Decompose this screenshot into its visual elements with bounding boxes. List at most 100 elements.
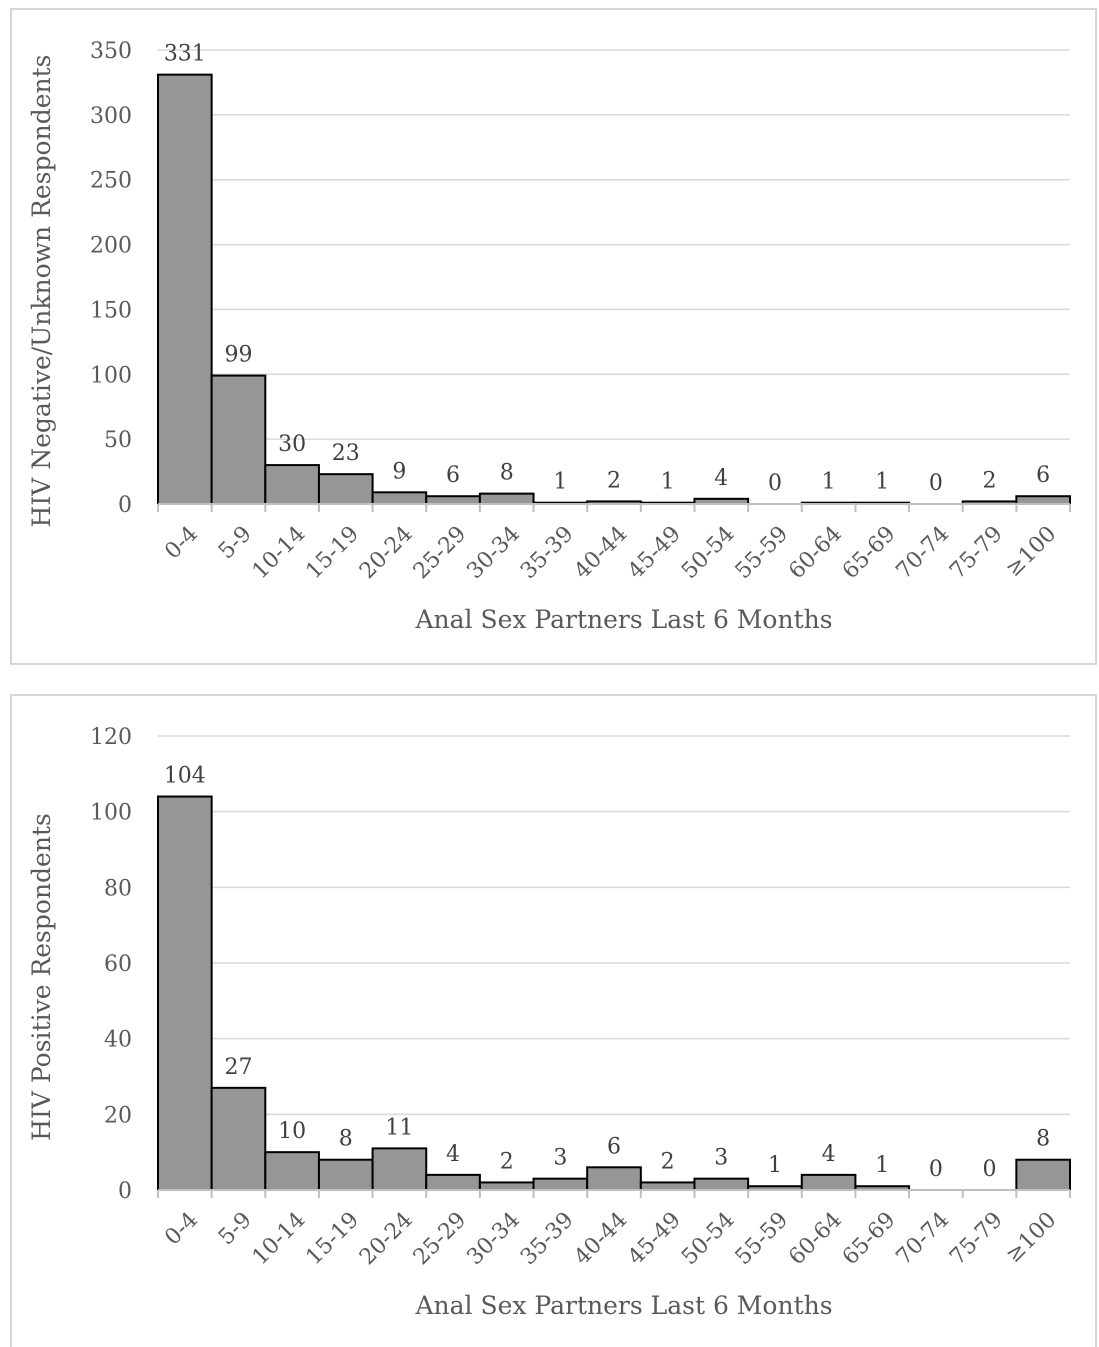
data-label: 2 — [607, 468, 621, 493]
data-label: 6 — [607, 1134, 621, 1159]
x-tick-label: 35-39 — [516, 1208, 579, 1271]
y-tick-label: 80 — [104, 876, 132, 901]
bar — [264, 1151, 320, 1191]
x-tick-label: ≥100 — [1001, 522, 1061, 582]
bar — [425, 495, 481, 505]
y-axis-title: HIV Negative/Unknown Respondents — [27, 55, 56, 528]
x-tick-label: 10-14 — [248, 522, 311, 585]
data-label: 3 — [714, 1146, 728, 1171]
y-tick-label: 150 — [90, 298, 132, 323]
data-label: 1 — [768, 1153, 782, 1178]
data-label: 1 — [661, 470, 675, 495]
bar — [800, 1173, 857, 1192]
data-label: 1 — [875, 1153, 889, 1178]
x-tick-label: 75-79 — [945, 1208, 1008, 1271]
y-tick-label: 300 — [90, 104, 132, 129]
x-tick-label: 65-69 — [838, 522, 901, 585]
y-tick-label: 40 — [104, 1028, 132, 1053]
bar — [586, 1166, 642, 1192]
bar — [317, 1158, 374, 1191]
bar — [1015, 495, 1072, 505]
x-tick-label: 15-19 — [301, 1208, 364, 1271]
x-tick-label: 20-24 — [355, 1208, 418, 1271]
data-label: 23 — [332, 441, 360, 466]
bar — [210, 374, 267, 505]
bar — [478, 492, 535, 506]
data-label: 99 — [224, 343, 252, 368]
x-tick-label: 5-9 — [214, 1208, 257, 1251]
x-tick-label: 5-9 — [214, 522, 257, 565]
y-tick-label: 120 — [90, 725, 132, 750]
bar — [425, 1173, 481, 1192]
x-tick-label: 70-74 — [892, 522, 955, 585]
data-label: 1 — [822, 470, 836, 495]
data-label: 104 — [164, 764, 206, 789]
y-tick-label: 60 — [104, 952, 132, 977]
bar — [157, 73, 213, 505]
x-tick-label: 45-49 — [623, 522, 686, 585]
y-tick-label: 0 — [118, 493, 132, 518]
x-tick-label: 65-69 — [838, 1208, 901, 1271]
data-label: 4 — [822, 1142, 836, 1167]
data-label: 27 — [224, 1055, 252, 1080]
y-tick-label: 0 — [118, 1179, 132, 1204]
x-axis-title: Anal Sex Partners Last 6 Months — [414, 605, 832, 634]
data-label: 8 — [500, 461, 514, 486]
x-tick-label: 0-4 — [160, 1208, 203, 1251]
data-label: 11 — [385, 1115, 413, 1140]
bar — [478, 1181, 535, 1192]
x-tick-label: 25-29 — [409, 522, 472, 585]
bar — [371, 491, 428, 505]
data-label: 331 — [164, 42, 206, 67]
x-tick-label: 30-34 — [462, 522, 525, 585]
x-tick-label: 20-24 — [355, 522, 418, 585]
data-label: 1 — [553, 470, 567, 495]
data-label: 6 — [446, 463, 460, 488]
data-label: 0 — [929, 471, 943, 496]
x-tick-label: 50-54 — [677, 522, 740, 585]
data-label: 8 — [339, 1127, 353, 1152]
x-tick-label: 45-49 — [623, 1208, 686, 1271]
x-tick-label: 50-54 — [677, 1208, 740, 1271]
data-label: 0 — [768, 471, 782, 496]
x-tick-label: 10-14 — [248, 1208, 311, 1271]
data-label: 30 — [278, 432, 306, 457]
x-tick-label: 60-64 — [784, 522, 847, 585]
data-label: 0 — [983, 1157, 997, 1182]
bar — [264, 464, 320, 506]
data-label: 8 — [1036, 1127, 1050, 1152]
y-tick-label: 350 — [90, 39, 132, 64]
bar — [1015, 1158, 1072, 1191]
x-tick-label: 35-39 — [516, 522, 579, 585]
y-tick-label: 200 — [90, 234, 132, 259]
bar — [532, 1177, 589, 1192]
data-label: 2 — [500, 1149, 514, 1174]
y-tick-label: 100 — [90, 801, 132, 826]
x-axis-title: Anal Sex Partners Last 6 Months — [414, 1291, 832, 1320]
x-tick-label: 30-34 — [462, 1208, 525, 1271]
x-tick-label: 0-4 — [160, 522, 203, 565]
bar — [317, 473, 374, 505]
x-tick-label: 55-59 — [731, 1208, 794, 1271]
data-label: 0 — [929, 1157, 943, 1182]
x-tick-label: 60-64 — [784, 1208, 847, 1271]
x-tick-label: ≥100 — [1001, 1208, 1061, 1268]
x-tick-label: 70-74 — [892, 1208, 955, 1271]
data-label: 10 — [278, 1119, 306, 1144]
x-tick-label: 25-29 — [409, 1208, 472, 1271]
bar — [371, 1147, 428, 1191]
data-label: 3 — [553, 1146, 567, 1171]
x-tick-label: 40-44 — [570, 1208, 633, 1271]
bar — [639, 1181, 696, 1192]
chart-1: 0 50 100 150 200 250 300 350 331 99 30 23 9 6 8 1 2 1 4 0 1 1… — [27, 39, 1072, 634]
data-label: 9 — [392, 459, 406, 484]
x-tick-label: 40-44 — [570, 522, 633, 585]
x-tick-label: 55-59 — [731, 522, 794, 585]
y-tick-label: 20 — [104, 1103, 132, 1128]
data-label: 2 — [661, 1149, 675, 1174]
x-tick-label: 15-19 — [301, 522, 364, 585]
bar — [693, 1177, 750, 1192]
bar — [157, 795, 213, 1191]
